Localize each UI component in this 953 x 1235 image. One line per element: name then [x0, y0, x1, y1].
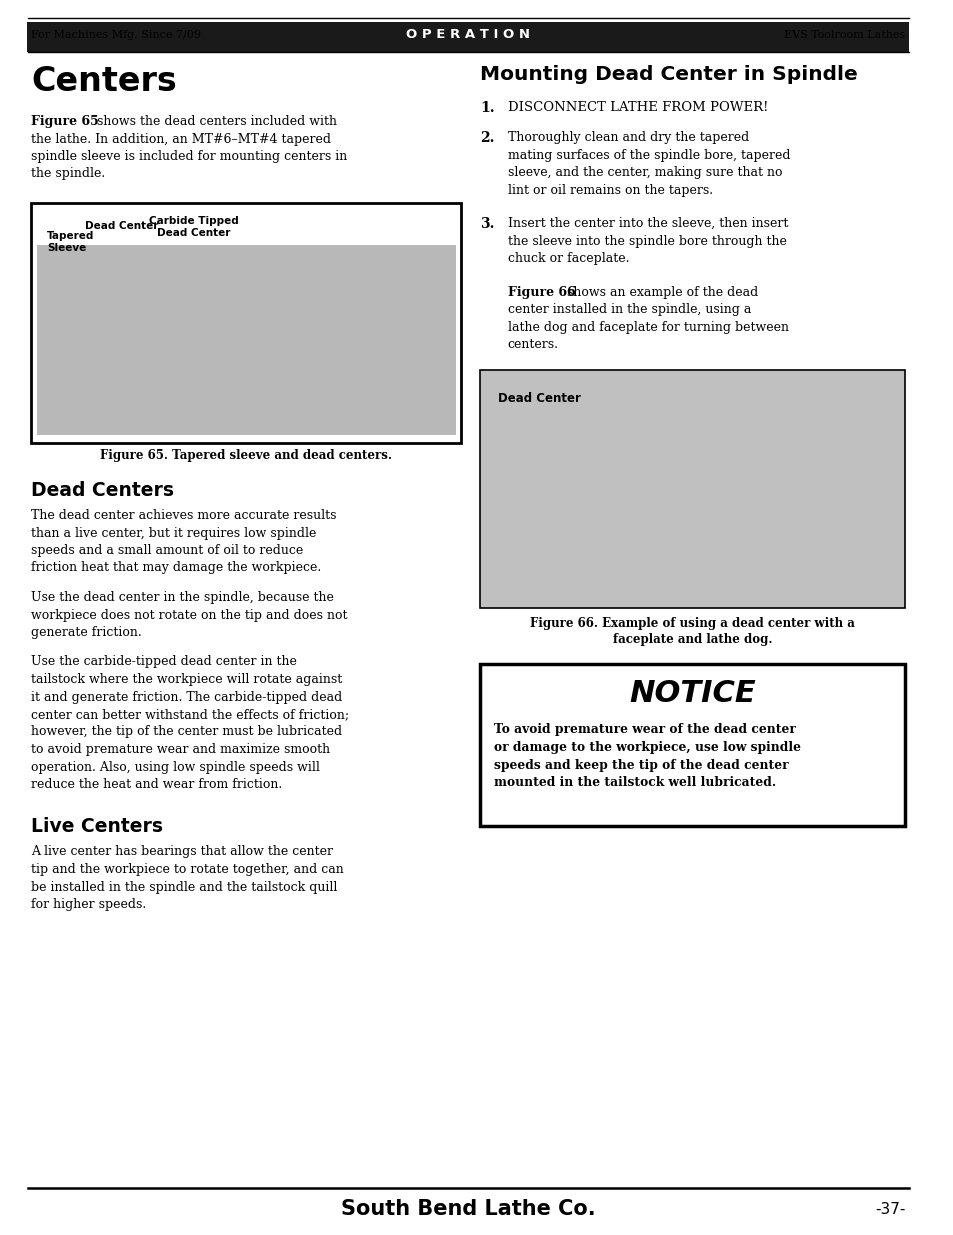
Bar: [479, 663, 904, 825]
Text: it and generate friction. The carbide-tipped dead: it and generate friction. The carbide-ti…: [31, 690, 342, 704]
Text: reduce the heat and wear from friction.: reduce the heat and wear from friction.: [31, 778, 282, 790]
Text: lint or oil remains on the tapers.: lint or oil remains on the tapers.: [507, 184, 712, 196]
Text: shows an example of the dead: shows an example of the dead: [562, 285, 757, 299]
Text: for higher speeds.: for higher speeds.: [31, 898, 147, 911]
Text: tip and the workpiece to rotate together, and can: tip and the workpiece to rotate together…: [31, 863, 344, 876]
Text: sleeve, and the center, making sure that no: sleeve, and the center, making sure that…: [507, 165, 781, 179]
Text: to avoid premature wear and maximize smooth: to avoid premature wear and maximize smo…: [31, 743, 330, 756]
Text: center can better withstand the effects of friction;: center can better withstand the effects …: [31, 708, 349, 721]
Text: 2.: 2.: [479, 131, 494, 144]
Bar: [31, 203, 461, 443]
Text: the spindle.: the spindle.: [31, 168, 106, 180]
Text: generate friction.: generate friction.: [31, 626, 142, 638]
Text: Use the carbide-tipped dead center in the: Use the carbide-tipped dead center in th…: [31, 656, 297, 668]
Text: A live center has bearings that allow the center: A live center has bearings that allow th…: [31, 846, 333, 858]
Text: Figure 65. Tapered sleeve and dead centers.: Figure 65. Tapered sleeve and dead cente…: [100, 450, 392, 462]
Text: chuck or faceplate.: chuck or faceplate.: [507, 252, 628, 266]
Text: shows the dead centers included with: shows the dead centers included with: [93, 115, 337, 128]
Text: NOTICE: NOTICE: [629, 678, 755, 708]
Text: Tapered
Sleeve: Tapered Sleeve: [47, 231, 94, 253]
Text: operation. Also, using low spindle speeds will: operation. Also, using low spindle speed…: [31, 761, 320, 773]
Text: To avoid premature wear of the dead center: To avoid premature wear of the dead cent…: [494, 724, 795, 736]
Bar: [479, 369, 904, 608]
Text: EVS Toolroom Lathes: EVS Toolroom Lathes: [783, 30, 904, 40]
Text: friction heat that may damage the workpiece.: friction heat that may damage the workpi…: [31, 562, 321, 574]
Text: Dead Center: Dead Center: [497, 391, 580, 405]
Text: centers.: centers.: [507, 338, 558, 351]
Text: Dead Center: Dead Center: [85, 221, 158, 231]
Text: however, the tip of the center must be lubricated: however, the tip of the center must be l…: [31, 725, 342, 739]
Text: O P E R A T I O N: O P E R A T I O N: [406, 28, 530, 42]
Text: mounted in the tailstock well lubricated.: mounted in the tailstock well lubricated…: [494, 776, 775, 789]
Text: be installed in the spindle and the tailstock quill: be installed in the spindle and the tail…: [31, 881, 337, 893]
Text: Thoroughly clean and dry the tapered: Thoroughly clean and dry the tapered: [507, 131, 748, 144]
Text: The dead center achieves more accurate results: The dead center achieves more accurate r…: [31, 509, 336, 522]
Text: DISCONNECT LATHE FROM POWER!: DISCONNECT LATHE FROM POWER!: [507, 101, 767, 114]
Text: Figure 66. Example of using a dead center with a
faceplate and lathe dog.: Figure 66. Example of using a dead cente…: [530, 618, 854, 646]
Text: mating surfaces of the spindle bore, tapered: mating surfaces of the spindle bore, tap…: [507, 148, 789, 162]
Text: For Machines Mfg. Since 7/09: For Machines Mfg. Since 7/09: [31, 30, 201, 40]
Bar: [28, 22, 908, 52]
Text: tailstock where the workpiece will rotate against: tailstock where the workpiece will rotat…: [31, 673, 342, 685]
Text: than a live center, but it requires low spindle: than a live center, but it requires low …: [31, 526, 316, 540]
Text: South Bend Lathe Co.: South Bend Lathe Co.: [340, 1199, 595, 1219]
Text: Dead Centers: Dead Centers: [31, 480, 174, 500]
Text: 1.: 1.: [479, 101, 495, 115]
Text: Carbide Tipped
Dead Center: Carbide Tipped Dead Center: [149, 216, 238, 237]
Text: speeds and keep the tip of the dead center: speeds and keep the tip of the dead cent…: [494, 758, 787, 772]
Text: center installed in the spindle, using a: center installed in the spindle, using a: [507, 303, 750, 316]
Text: Insert the center into the sleeve, then insert: Insert the center into the sleeve, then …: [507, 217, 787, 230]
Text: Use the dead center in the spindle, because the: Use the dead center in the spindle, beca…: [31, 592, 334, 604]
Text: the sleeve into the spindle bore through the: the sleeve into the spindle bore through…: [507, 235, 785, 247]
Text: Centers: Centers: [31, 65, 177, 98]
Text: 3.: 3.: [479, 217, 494, 231]
Text: workpiece does not rotate on the tip and does not: workpiece does not rotate on the tip and…: [31, 609, 348, 621]
Text: the lathe. In addition, an MT#6–MT#4 tapered: the lathe. In addition, an MT#6–MT#4 tap…: [31, 132, 331, 146]
Text: or damage to the workpiece, use low spindle: or damage to the workpiece, use low spin…: [494, 741, 800, 755]
Text: Figure 66: Figure 66: [507, 285, 575, 299]
Text: -37-: -37-: [874, 1202, 904, 1216]
Text: Live Centers: Live Centers: [31, 818, 163, 836]
Text: lathe dog and faceplate for turning between: lathe dog and faceplate for turning betw…: [507, 321, 788, 333]
Text: speeds and a small amount of oil to reduce: speeds and a small amount of oil to redu…: [31, 543, 303, 557]
Bar: [37, 245, 456, 435]
Text: Mounting Dead Center in Spindle: Mounting Dead Center in Spindle: [479, 65, 857, 84]
Text: Figure 65: Figure 65: [31, 115, 99, 128]
Text: spindle sleeve is included for mounting centers in: spindle sleeve is included for mounting …: [31, 149, 347, 163]
